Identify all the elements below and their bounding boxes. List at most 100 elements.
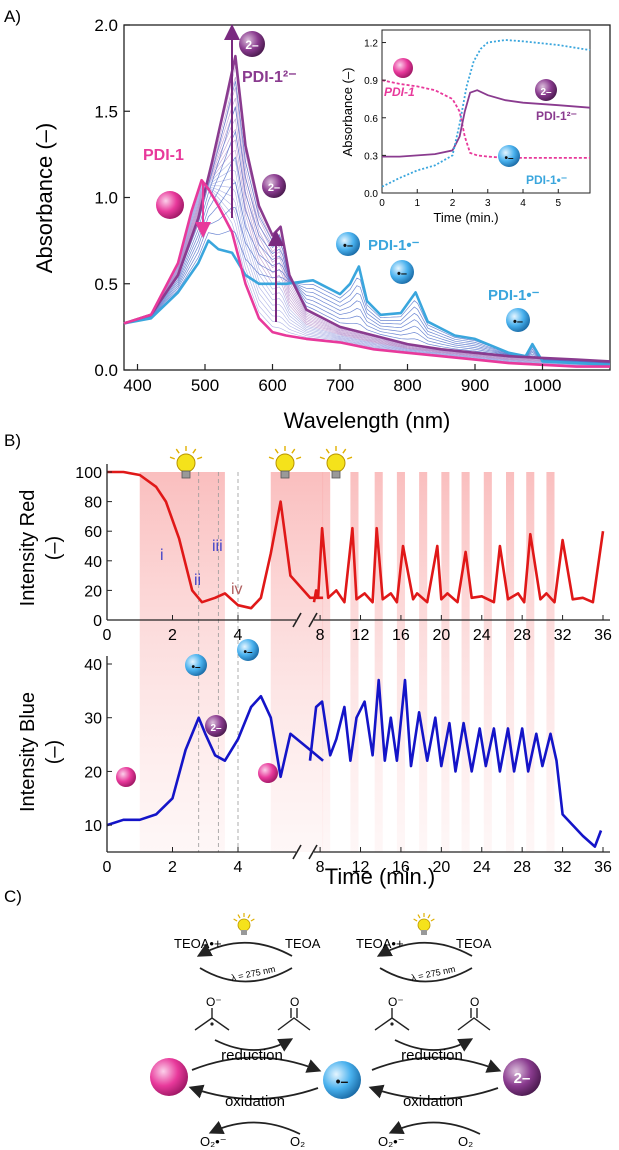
- x-tick-label: 20: [432, 627, 450, 644]
- panel-a-inset: 0 1 2 3 4 5 0.0 0.3 0.6 0.9 1.2 Time (min.) Absorb…: [340, 29, 591, 225]
- panel-a-axes: 400 500 600 700 800 900 1000 0.0 0.5 1.0 1.5 2.0: [94, 16, 561, 395]
- panel-b-plot: 0 2 4 8 12 16 20 24 28 32 360 2 4 8 12 16 20 24 28 32 360204…: [17, 446, 612, 889]
- redox-cycles: [188, 913, 502, 1135]
- illumination-band: [374, 472, 383, 852]
- inset-y-tick-label: 1.2: [364, 39, 378, 50]
- inset-xlabel: Time (min.): [433, 210, 498, 225]
- dianion-sphere-icon: 2–: [239, 31, 265, 57]
- inset-label-pdi1-dianion: PDI-1²⁻: [536, 109, 577, 123]
- oxygen-label-2: O₂: [458, 1134, 473, 1149]
- svg-text:2–: 2–: [540, 87, 552, 98]
- inset-trace-pdi1-radical: [381, 39, 591, 188]
- intermediate-spectrum: [123, 156, 611, 364]
- svg-text:•–: •–: [343, 240, 353, 252]
- inset-trace-pdi1: [381, 79, 590, 159]
- axis-break-mark: [308, 844, 318, 860]
- svg-text:2–: 2–: [245, 38, 259, 52]
- y-tick-label: 1.0: [94, 189, 118, 208]
- ketone-label-2: O: [470, 995, 479, 1009]
- intermediate-spectrum: [123, 106, 611, 363]
- alkoxide-label-1: O⁻: [206, 995, 222, 1009]
- inset-x-tick-label: 1: [414, 198, 420, 209]
- inset-x-tick-label: 2: [450, 198, 456, 209]
- x-tick-label: 28: [513, 859, 531, 876]
- teoa-arrow: [196, 941, 293, 957]
- ketone-label-1: O: [290, 995, 299, 1009]
- inset-lines: [381, 39, 591, 188]
- x-tick-label: 2: [168, 627, 177, 644]
- blue-radical-sphere-icon-2: •–: [237, 639, 259, 661]
- teoa-label-1: TEOA: [285, 936, 321, 951]
- inset-dianion-sphere-icon: 2–: [535, 79, 557, 101]
- x-tick-label: 36: [594, 627, 612, 644]
- svg-text:2–: 2–: [210, 723, 222, 734]
- axis-break-mark: [308, 612, 318, 628]
- axis-break-mark: [292, 844, 302, 860]
- x-tick-label: 800: [393, 376, 421, 395]
- reduction-arrow: [371, 1056, 502, 1073]
- teoa-oxidized-label-1: TEOA•+: [174, 936, 222, 951]
- panel-b-xlabel: Time (min.): [325, 864, 435, 889]
- illumination-band: [506, 472, 515, 852]
- y-tick-label: 0: [93, 613, 102, 630]
- stage-label-iv: iv: [231, 581, 243, 598]
- illumination-band: [350, 472, 359, 852]
- label-pdi1-radical-a: PDI-1•⁻: [368, 237, 420, 254]
- reduction-arrow: [191, 1056, 322, 1073]
- photo-arrow: [199, 967, 293, 983]
- x-tick-label: 28: [513, 627, 531, 644]
- ketyl-radical-structure: [194, 1008, 230, 1031]
- svg-text:•–: •–: [336, 1073, 349, 1089]
- spectrum-pdi1: [123, 178, 610, 368]
- oxygen-reduction-arrow: [388, 1120, 481, 1135]
- y-tick-label: 20: [84, 583, 102, 600]
- y-tick-label: 2.0: [94, 16, 118, 35]
- x-tick-label: 600: [258, 376, 286, 395]
- oxidation-label-1: oxidation: [225, 1093, 285, 1110]
- axis-break-mark: [292, 612, 302, 628]
- lamp-icon: [319, 446, 353, 479]
- panel-a-spectra: [123, 54, 611, 368]
- inset-y-tick-label: 0.3: [364, 151, 378, 162]
- lamp-icon: [169, 446, 203, 479]
- illumination-band: [483, 472, 492, 852]
- svg-text:2–: 2–: [268, 182, 280, 194]
- blue-intensity-trace: [106, 678, 603, 848]
- spectrum-pdi1-dianion: [123, 54, 611, 363]
- teoa-arrow: [376, 941, 473, 957]
- inset-neutral-sphere-icon: [393, 58, 413, 78]
- y-tick-label: 40: [84, 657, 102, 674]
- svg-text:2–: 2–: [514, 1070, 531, 1087]
- panel-c-scheme: •– 2– reduction reduction oxidation oxid…: [150, 913, 541, 1149]
- inset-axes: 0 1 2 3 4 5 0.0 0.3 0.6 0.9 1.2: [364, 39, 561, 209]
- x-tick-label: 24: [473, 627, 491, 644]
- x-tick-label: 16: [392, 627, 410, 644]
- x-tick-label: 8: [316, 627, 325, 644]
- alkoxide-label-2: O⁻: [388, 995, 404, 1009]
- blue-ylabel-1: Intensity Blue: [17, 692, 39, 812]
- lamp-icon: [233, 913, 255, 935]
- wavelength-label-2: λ = 275 nm: [410, 964, 456, 983]
- inset-trace-pdi1-dianion: [382, 89, 591, 158]
- oxidation-arrow: [188, 1084, 319, 1100]
- y-tick-label: 80: [84, 495, 102, 512]
- lamp-icons: [169, 446, 353, 479]
- y-tick-label: 0.5: [94, 275, 118, 294]
- blue-neutral-sphere-icon-1: [116, 767, 136, 787]
- x-tick-label: 24: [473, 859, 491, 876]
- illumination-band: [396, 472, 405, 852]
- blue-trace-segment: [308, 678, 603, 848]
- red-trace-segment: [107, 470, 324, 610]
- illumination-band: [139, 472, 225, 852]
- photo-arrow: [379, 967, 473, 983]
- radical-sphere-icon-b: •–: [390, 260, 414, 284]
- svg-text:•–: •–: [243, 647, 253, 658]
- scheme-radical-sphere-icon: •–: [323, 1061, 361, 1099]
- y-tick-label: 10: [84, 818, 102, 835]
- y-tick-label: 20: [84, 764, 102, 781]
- acetone-structure: [277, 1008, 311, 1031]
- panel-a-label: A): [4, 7, 21, 26]
- label-pdi1-radical-b: PDI-1•⁻: [488, 287, 540, 304]
- inset-radical-sphere-icon: •–: [498, 145, 520, 167]
- oxidation-arrow: [368, 1084, 499, 1100]
